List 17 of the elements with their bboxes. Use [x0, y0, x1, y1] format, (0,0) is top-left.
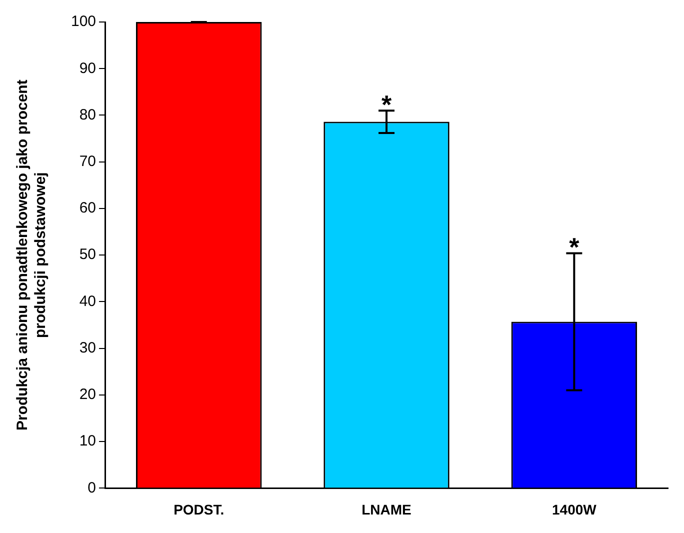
y-tick-label: 80: [79, 106, 96, 124]
y-tick-label: 60: [79, 200, 96, 217]
y-tick-label: 10: [79, 432, 96, 450]
y-tick-label: 50: [79, 246, 96, 264]
annotation: *: [381, 90, 392, 120]
y-tick-label: 40: [79, 292, 96, 310]
x-tick-label: 1400W: [552, 501, 598, 518]
y-tick-label: 100: [70, 13, 96, 30]
y-tick-label: 70: [79, 153, 96, 170]
y-tick-label: 0: [88, 479, 96, 496]
y-tick-label: 30: [79, 339, 96, 356]
x-tick-label: LNAME: [362, 501, 412, 518]
y-tick-label: 90: [79, 60, 96, 77]
x-tick-label: PODST.: [174, 501, 224, 518]
y-tick-label: 20: [79, 386, 96, 404]
annotation: *: [569, 232, 580, 262]
y-axis-title: Produkcja anionu ponadtlenkowego jako procent produkcji podstawowej: [14, 80, 50, 431]
